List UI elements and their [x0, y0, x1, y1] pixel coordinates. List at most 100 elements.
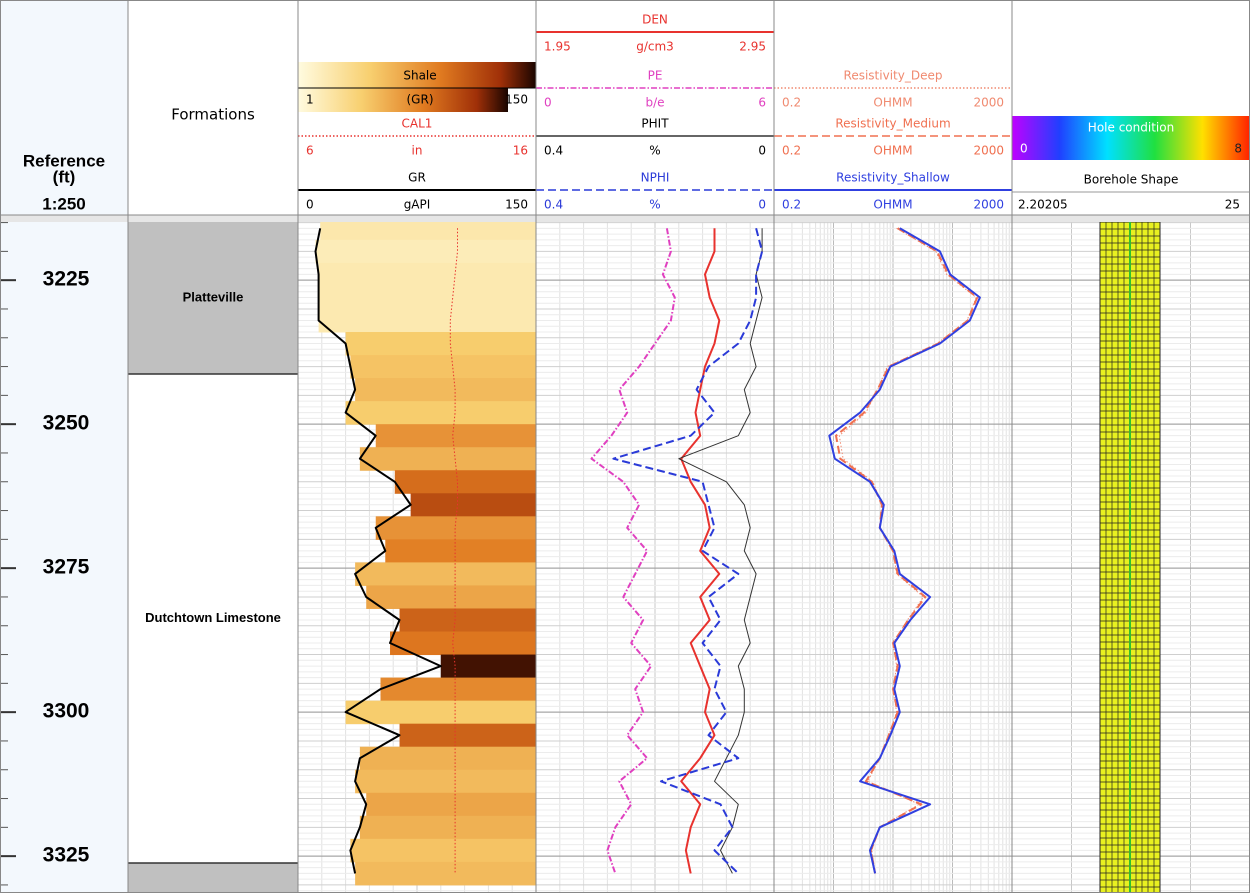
shale-fill	[350, 838, 536, 863]
shale-fill	[399, 608, 536, 633]
shale-fill	[318, 262, 536, 287]
data-area	[128, 222, 1250, 893]
log-curve	[828, 227, 981, 874]
depth-track-bg	[0, 0, 128, 893]
shale-legend	[298, 88, 508, 112]
scale-min: 0.2	[782, 198, 801, 212]
formation-name: Dutchtown Limestone	[145, 610, 281, 625]
scale-max: 16	[513, 144, 528, 158]
depth-label: 3225	[43, 268, 90, 291]
scale-max: 2000	[973, 144, 1004, 158]
scale-unit: g/cm3	[636, 40, 674, 54]
scale-max: 0	[758, 144, 766, 158]
curve-name: Resistivity_Deep	[844, 69, 943, 83]
log-curve	[590, 228, 676, 874]
scale-min: 1	[306, 93, 314, 107]
hole-condition-name: Hole condition	[1088, 121, 1174, 135]
depth-label: 3275	[43, 556, 90, 579]
scale-min: 0	[1020, 142, 1028, 156]
scale-max: 0	[758, 198, 766, 212]
log-curve	[835, 227, 979, 874]
shale-fill	[399, 723, 536, 748]
scale-min: 0.4	[544, 198, 563, 212]
shale-fill	[375, 516, 536, 540]
scale-max: 25	[1225, 198, 1240, 212]
shale-name: Shale	[403, 69, 436, 83]
scale-unit: gAPI	[404, 198, 431, 212]
scale-unit: %	[649, 198, 660, 212]
header-separator	[0, 215, 1250, 222]
formations-title: Formations	[171, 106, 255, 124]
shale-fill	[350, 355, 536, 379]
curve-name: Resistivity_Medium	[835, 117, 950, 131]
curve-name: PHIT	[641, 117, 669, 131]
shale-fill	[359, 815, 536, 840]
formation-zone	[128, 222, 298, 375]
scale-max: 6	[758, 96, 766, 110]
curve-name: GR	[408, 171, 426, 185]
scale-min: 6	[306, 144, 314, 158]
formation-zone	[128, 863, 298, 893]
depth-scale: 1:250	[42, 194, 85, 213]
shale-fill	[380, 677, 536, 702]
curve-name: Resistivity_Shallow	[836, 171, 950, 185]
depth-title: Reference	[23, 151, 105, 170]
scale-max: 150	[505, 93, 528, 107]
curve-name: PE	[648, 69, 663, 83]
scale-unit: in	[412, 144, 423, 158]
scale-min: 0.2	[782, 144, 801, 158]
curve-name: NPHI	[641, 171, 670, 185]
log-curve	[314, 228, 442, 874]
shale-fill	[345, 700, 536, 725]
shale-fill	[375, 424, 536, 448]
shale-fill	[355, 378, 536, 402]
scale-min: 0.2	[782, 96, 801, 110]
depth-label: 3300	[43, 700, 90, 723]
shale-fill	[345, 401, 536, 425]
log-curve	[612, 228, 764, 875]
shale-fill	[359, 447, 536, 471]
scale-max: 8	[1234, 142, 1242, 156]
shale-fill	[345, 332, 536, 356]
scale-unit: OHMM	[873, 198, 912, 212]
scale-min: 2.20205	[1018, 198, 1068, 212]
shale-fill	[410, 493, 536, 517]
scale-min: 0.4	[544, 144, 563, 158]
log-curve	[680, 228, 721, 874]
shale-fill	[366, 792, 536, 817]
shale-fill	[440, 654, 536, 679]
scale-min: 1.95	[544, 40, 571, 54]
scale-unit: OHMM	[873, 144, 912, 158]
shale-fill	[315, 239, 536, 264]
scale-max: 150	[505, 198, 528, 212]
borehole-shape-name: Borehole Shape	[1084, 173, 1179, 187]
formation-name: Platteville	[183, 289, 244, 304]
scale-unit: (GR)	[407, 93, 434, 107]
hole-condition-legend	[1012, 116, 1250, 160]
depth-label: 3250	[43, 412, 90, 435]
scale-unit: %	[649, 144, 660, 158]
scale-max: 2000	[973, 198, 1004, 212]
shale-fill	[320, 222, 536, 241]
log-curve	[678, 228, 763, 874]
shale-fill	[318, 285, 536, 310]
shale-fill	[355, 769, 536, 794]
depth-unit: (ft)	[53, 167, 76, 186]
scale-min: 0	[544, 96, 552, 110]
shale-fill	[390, 631, 536, 656]
depth-label: 3325	[43, 844, 90, 867]
shale-fill	[355, 562, 536, 586]
shale-fill	[394, 470, 536, 494]
scale-unit: OHMM	[873, 96, 912, 110]
shale-fill	[355, 861, 536, 886]
shale-legend	[298, 62, 536, 88]
shale-fill	[366, 585, 536, 609]
scale-max: 2000	[973, 96, 1004, 110]
scale-unit: b/e	[645, 96, 664, 110]
shale-fill	[359, 746, 536, 771]
shale-fill	[385, 539, 536, 563]
curve-name: DEN	[642, 13, 668, 27]
shale-fill	[318, 308, 536, 333]
